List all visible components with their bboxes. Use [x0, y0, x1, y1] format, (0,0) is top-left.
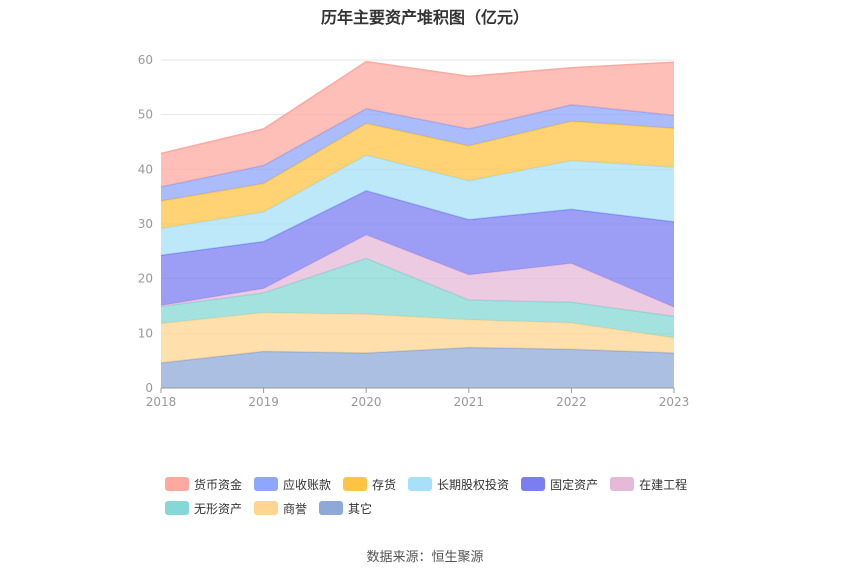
x-tick-label: 2019	[248, 395, 279, 409]
legend-label: 商誉	[283, 501, 308, 516]
legend-label: 在建工程	[639, 477, 688, 492]
series-line	[160, 60, 675, 155]
legend: 货币资金 应收账款 存货 长期股权投资 固定资产 在建工程 无形资产 商誉 其它	[165, 472, 725, 520]
x-tick-label: 2023	[659, 395, 690, 409]
legend-item[interactable]: 应收账款	[254, 476, 331, 493]
legend-item[interactable]: 在建工程	[610, 476, 687, 493]
area-series	[161, 312, 674, 363]
legend-label: 应收账款	[283, 477, 332, 492]
area-series	[161, 347, 674, 388]
legend-item[interactable]: 存货	[343, 476, 396, 493]
legend-item[interactable]: 固定资产	[521, 476, 598, 493]
legend-label: 长期股权投资	[437, 477, 510, 492]
x-tick-label: 2020	[351, 395, 382, 409]
area-series	[161, 121, 674, 229]
legend-swatch	[408, 477, 433, 491]
area-series	[161, 234, 674, 317]
y-tick-label: 20	[138, 272, 153, 286]
legend-swatch	[254, 477, 279, 491]
y-tick-label: 10	[138, 326, 153, 340]
legend-item[interactable]: 商誉	[254, 500, 307, 517]
x-tick-label: 2021	[454, 395, 485, 409]
area-series	[161, 155, 674, 256]
legend-label: 货币资金	[194, 477, 243, 492]
legend-item[interactable]: 长期股权投资	[408, 476, 509, 493]
legend-label: 无形资产	[194, 501, 243, 516]
series-line	[160, 120, 675, 202]
chart-title: 历年主要资产堆积图（亿元）	[320, 8, 529, 27]
legend-item[interactable]: 其它	[319, 500, 372, 517]
area-series	[161, 190, 674, 308]
y-tick-label: 40	[138, 162, 153, 176]
legend-swatch	[610, 477, 635, 491]
legend-item[interactable]: 无形资产	[165, 500, 242, 517]
legend-row-1: 货币资金 应收账款 存货 长期股权投资 固定资产 在建工程	[165, 472, 725, 496]
legend-swatch	[165, 477, 189, 491]
legend-item[interactable]: 货币资金	[165, 476, 242, 493]
legend-label: 其它	[348, 501, 373, 516]
legend-swatch	[343, 477, 368, 491]
legend-label: 固定资产	[550, 477, 599, 492]
x-tick-label: 2022	[556, 395, 587, 409]
x-tick-label: 2018	[146, 395, 177, 409]
y-tick-label: 30	[138, 217, 153, 231]
area-series	[161, 61, 674, 187]
legend-label: 存货	[372, 477, 397, 492]
legend-row-2: 无形资产 商誉 其它	[165, 496, 725, 520]
legend-swatch	[165, 501, 189, 515]
y-tick-label: 50	[138, 108, 153, 122]
y-tick-label: 60	[138, 53, 153, 67]
legend-swatch	[521, 477, 546, 491]
legend-swatch	[319, 501, 344, 515]
area-series	[161, 104, 674, 201]
y-tick-label: 0	[145, 381, 153, 395]
source-note: 数据来源：恒生聚源	[366, 550, 484, 565]
area-series	[161, 258, 674, 338]
legend-swatch	[254, 501, 279, 515]
